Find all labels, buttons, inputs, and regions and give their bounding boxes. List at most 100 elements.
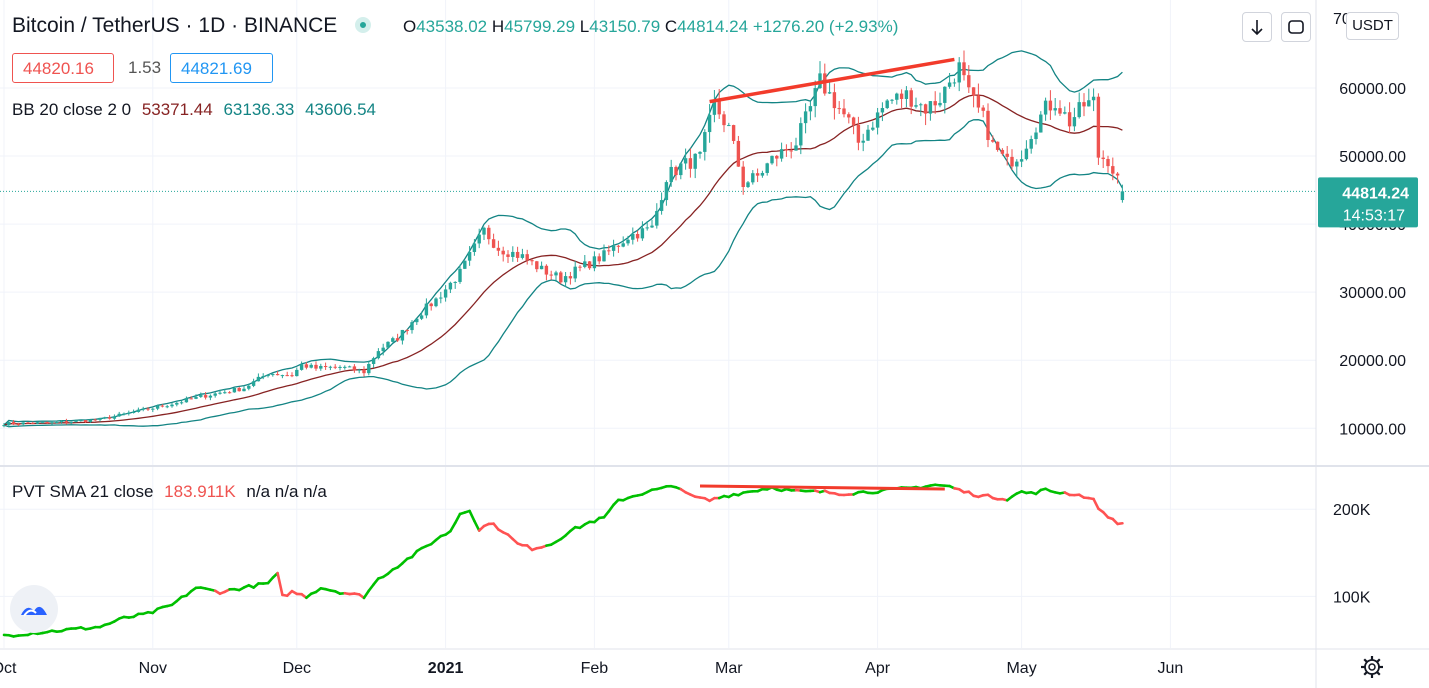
candle-body xyxy=(194,396,198,399)
market-status-icon[interactable] xyxy=(355,17,372,33)
tradingview-logo-icon[interactable] xyxy=(10,585,58,633)
candle-body xyxy=(314,364,318,369)
candle-body xyxy=(760,172,765,176)
candle-body xyxy=(333,366,337,368)
candle-body xyxy=(563,276,568,283)
candle-body xyxy=(866,129,870,141)
candle-body xyxy=(631,233,635,240)
candle-body xyxy=(477,234,481,244)
candle-body xyxy=(1063,112,1067,114)
pvt-series xyxy=(2,483,1124,638)
candle-body xyxy=(616,245,621,247)
interval[interactable]: 1D xyxy=(198,14,226,37)
candle-body xyxy=(1087,100,1091,107)
bollinger-upper-line xyxy=(3,50,1123,426)
time-tick-label: May xyxy=(1006,660,1036,677)
candle-body xyxy=(11,422,16,425)
candle-body xyxy=(127,412,131,414)
candle-body xyxy=(592,256,597,269)
candle-body xyxy=(957,62,961,83)
price-trendline[interactable] xyxy=(709,57,955,104)
pvt-legend[interactable]: PVT SMA 21 close 183.911K n/a n/a n/a xyxy=(12,482,327,502)
currency-button[interactable]: USDT xyxy=(1346,12,1399,40)
candle-body xyxy=(554,272,558,276)
candle-body xyxy=(583,261,587,267)
candle-body xyxy=(203,395,208,398)
pvt-segment xyxy=(473,519,481,532)
candle-body xyxy=(64,421,69,423)
candle-body xyxy=(851,117,856,125)
candle-body xyxy=(635,233,640,239)
candle-body xyxy=(1101,157,1105,160)
candle-body xyxy=(7,422,11,426)
candle-body xyxy=(842,108,846,115)
gear-icon[interactable] xyxy=(1361,656,1383,678)
candle-body xyxy=(544,265,549,275)
candle-body xyxy=(765,163,769,173)
candle-body xyxy=(803,111,808,124)
candle-body xyxy=(827,92,832,94)
candle-body xyxy=(770,155,774,164)
candle-body xyxy=(741,166,745,188)
close-label: C xyxy=(664,17,678,36)
candle-body xyxy=(424,303,429,316)
sell-button[interactable]: 44820.16 xyxy=(12,53,114,83)
candle-body xyxy=(1072,117,1077,127)
candle-body xyxy=(995,141,1000,150)
candle-body xyxy=(299,364,304,370)
candle-body xyxy=(175,402,179,405)
candle-body xyxy=(151,408,155,410)
time-tick-label: Dec xyxy=(283,660,311,677)
candle-body xyxy=(952,82,957,84)
candle-body xyxy=(991,140,995,142)
candle-body xyxy=(1043,100,1048,115)
candle-body xyxy=(962,62,966,76)
pvt-title: PVT SMA 21 close xyxy=(12,482,154,501)
pvt-segment xyxy=(276,571,284,597)
down-arrow-button[interactable] xyxy=(1242,12,1272,42)
separator: · xyxy=(185,14,193,37)
candle-body xyxy=(266,374,270,377)
candle-body xyxy=(1115,173,1120,176)
candle-body xyxy=(223,392,227,394)
candle-body xyxy=(880,108,885,113)
price-tick-label: 10000.00 xyxy=(1339,421,1406,438)
time-tick-label: Apr xyxy=(865,660,891,677)
candle-body xyxy=(669,166,673,183)
candle-body xyxy=(141,408,145,410)
candle-body xyxy=(755,173,760,176)
candle-body xyxy=(967,75,971,88)
candle-body xyxy=(520,254,525,258)
buy-button[interactable]: 44821.69 xyxy=(170,53,273,83)
pvt-segment xyxy=(362,589,371,600)
ohlc-values: O43538.02 H45799.29 L43150.79 C44814.24 … xyxy=(403,17,898,36)
pvt-trendline[interactable] xyxy=(699,484,945,491)
candle-body xyxy=(784,149,789,151)
candle-body xyxy=(434,298,438,307)
open-value: 43538.02 xyxy=(416,17,488,36)
symbol-name[interactable]: Bitcoin / TetherUS xyxy=(12,14,180,37)
candle-body xyxy=(698,151,702,154)
candle-body xyxy=(535,261,539,270)
candle-body xyxy=(237,388,241,392)
candle-body xyxy=(1106,159,1110,167)
candle-body xyxy=(909,90,913,107)
candle-body xyxy=(271,374,275,376)
fullscreen-button[interactable] xyxy=(1281,12,1311,42)
candle-body xyxy=(79,420,83,422)
candle-body xyxy=(131,411,136,413)
price-tick-label: 20000.00 xyxy=(1339,353,1406,370)
candle-body xyxy=(559,272,563,283)
time-tick-label: 2021 xyxy=(428,660,464,677)
candle-body xyxy=(295,369,299,377)
candle-body xyxy=(775,155,779,159)
candle-body xyxy=(746,182,750,188)
candle-body xyxy=(232,388,237,393)
candle-body xyxy=(1024,148,1029,160)
candle-body xyxy=(410,322,414,331)
bb-legend[interactable]: BB 20 close 2 0 53371.44 63136.33 43606.… xyxy=(12,100,376,120)
candle-body xyxy=(213,393,217,396)
candle-body xyxy=(429,303,433,307)
candle-body xyxy=(419,315,424,319)
